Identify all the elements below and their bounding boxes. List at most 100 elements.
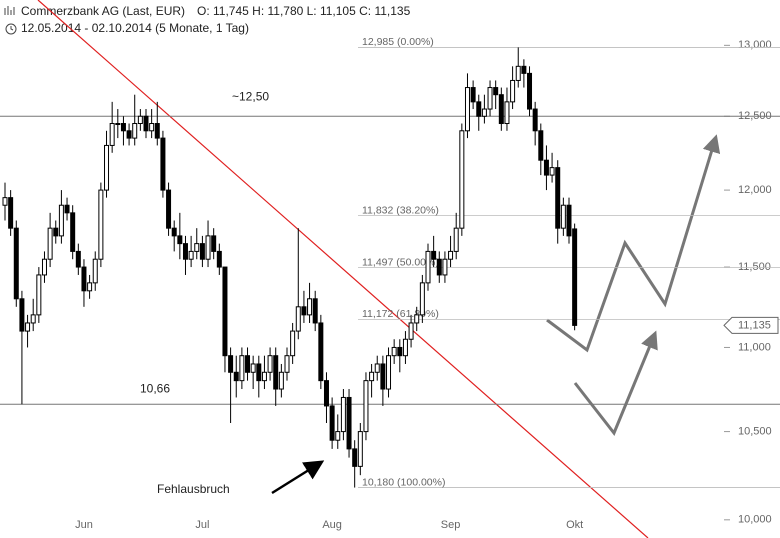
candle-body: [566, 204, 572, 237]
candle-body: [521, 65, 527, 74]
candle-body: [98, 189, 104, 260]
candle-body: [538, 130, 544, 161]
price-tag-label: 11,135: [738, 319, 771, 331]
candle-body: [487, 87, 493, 110]
candle-body: [402, 338, 408, 357]
candle-body: [284, 355, 290, 373]
candle-body: [143, 115, 149, 132]
fib-label: 11,497 (50.00%): [362, 256, 439, 268]
candle-body: [30, 314, 36, 324]
fib-label: 11,172 (61.80%): [362, 308, 439, 320]
candle-body: [177, 235, 183, 245]
candle-body: [515, 65, 521, 81]
candle-body: [194, 243, 200, 252]
candle-body: [41, 258, 47, 276]
candle-body: [431, 250, 437, 260]
candle-body: [369, 371, 375, 382]
candle-body: [335, 431, 341, 441]
candle-body: [470, 87, 476, 103]
candle-body: [442, 258, 448, 276]
candle-body: [120, 123, 126, 132]
candle-body: [448, 250, 454, 260]
candle-body: [408, 322, 414, 340]
candle-body: [228, 355, 234, 373]
candle-body: [154, 123, 160, 139]
candle-body: [36, 274, 42, 316]
x-tick-label: Okt: [566, 519, 583, 531]
candle-body: [261, 371, 267, 382]
candle-body: [256, 363, 262, 382]
fib-label: 11,832 (38.20%): [362, 204, 439, 216]
candle-body: [64, 204, 70, 214]
candle-body: [109, 123, 115, 146]
candle-body: [137, 115, 143, 125]
candle-body: [357, 431, 363, 467]
annotation-arrow: [271, 460, 325, 495]
level-label: 10,66: [140, 381, 170, 395]
candle-body: [205, 235, 211, 260]
y-tick-label: 12,000: [738, 184, 772, 196]
candle-body: [126, 130, 132, 139]
y-tick-label: 10,500: [738, 425, 772, 437]
candle-body: [104, 144, 110, 191]
candle-body: [188, 250, 194, 260]
candle-body: [397, 346, 403, 357]
candle-body: [555, 167, 561, 229]
candle-body: [2, 197, 8, 206]
candle-body: [70, 212, 76, 252]
candle-body: [216, 250, 222, 268]
chart-title: Commerzbank AG (Last, EUR): [21, 4, 185, 18]
candle-body: [222, 266, 228, 357]
candle-body: [53, 227, 59, 237]
candle-body: [549, 167, 555, 176]
candle-body: [115, 123, 121, 126]
candle-body: [380, 363, 386, 390]
candle-body: [312, 298, 318, 324]
candle-body: [459, 130, 465, 229]
forecast-arrow: [573, 330, 658, 436]
candle-body: [211, 235, 217, 252]
candle-body: [8, 197, 14, 229]
candle-body: [273, 355, 279, 390]
y-tick-label: 13,000: [738, 39, 772, 51]
candle-body: [527, 72, 533, 110]
candle-body: [307, 298, 313, 316]
annotation: Fehlausbruch: [157, 482, 230, 496]
candle-body: [436, 258, 442, 276]
quote: O: 11,745 H: 11,780 L: 11,105 C: 11,135: [197, 4, 411, 18]
candle-body: [199, 243, 205, 260]
candle-body: [572, 228, 578, 326]
x-tick-label: Jul: [195, 519, 209, 531]
x-tick-label: Aug: [322, 519, 342, 531]
candle-body: [453, 227, 459, 252]
candle-body: [13, 227, 19, 300]
y-tick-label: 10,000: [738, 514, 772, 526]
forecast-arrow: [546, 134, 721, 353]
price-tag: [723, 316, 779, 334]
candle-body: [560, 204, 566, 229]
candle-body: [25, 322, 31, 332]
candle-body: [239, 355, 245, 382]
candle-body: [19, 298, 25, 332]
fib-label: 12,985 (0.00%): [362, 36, 434, 48]
candle-body: [386, 355, 392, 390]
candle-body: [363, 380, 369, 433]
x-tick-label: Sep: [441, 519, 461, 531]
candle-body: [149, 123, 155, 132]
header-icon: [4, 6, 17, 35]
candle-body: [391, 346, 397, 357]
candle-body: [425, 250, 431, 284]
candle-body: [171, 227, 177, 237]
candle-body: [87, 282, 93, 292]
y-tick-label: 11,500: [738, 261, 771, 273]
x-tick-label: Jun: [75, 519, 93, 531]
candle-body: [504, 101, 510, 125]
candle-body: [346, 396, 352, 450]
candle-body: [233, 371, 239, 382]
candle-body: [481, 108, 487, 117]
y-tick-label: 11,000: [738, 341, 771, 353]
candle-body: [295, 306, 301, 332]
candle-body: [419, 282, 425, 316]
